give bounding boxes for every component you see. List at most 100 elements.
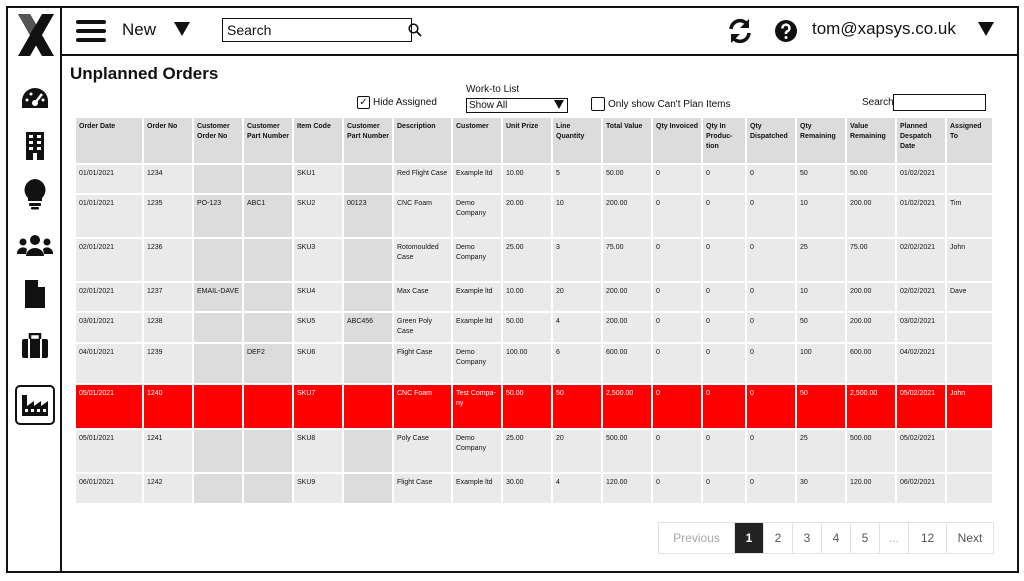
selected-row-cell[interactable] [244,385,292,428]
table-cell[interactable]: Example ltd [453,474,501,503]
table-cell[interactable]: 01/01/2021 [76,165,142,193]
table-cell[interactable]: SKU8 [294,430,342,472]
building-icon[interactable] [15,126,55,166]
table-cell[interactable]: 100 [797,344,845,383]
table-cell[interactable] [244,165,292,193]
table-cell[interactable]: 0 [653,313,701,342]
table-cell[interactable]: 1238 [144,313,192,342]
table-cell[interactable]: 0 [703,344,745,383]
table-cell[interactable]: 1234 [144,165,192,193]
table-cell[interactable]: SKU9 [294,474,342,503]
table-cell[interactable]: 03/02/2021 [897,313,945,342]
table-cell[interactable]: 0 [653,474,701,503]
table-cell[interactable]: 50 [797,313,845,342]
team-icon[interactable] [15,226,55,266]
table-cell[interactable]: 50.00 [603,165,651,193]
page-button[interactable]: 2 [764,523,793,553]
new-button[interactable]: New [122,20,157,39]
table-cell[interactable]: 600.00 [847,344,895,383]
table-cell[interactable]: 25.00 [503,239,551,281]
table-cell[interactable] [244,313,292,342]
table-cell[interactable]: 120.00 [603,474,651,503]
page-button[interactable]: 12 [909,523,947,553]
table-cell[interactable]: 200.00 [603,283,651,311]
table-cell[interactable] [194,239,242,281]
table-cell[interactable] [947,474,992,503]
table-cell[interactable]: 0 [747,239,795,281]
table-cell[interactable]: 25.00 [503,430,551,472]
column-header[interactable]: Customer Part Number [344,118,392,163]
table-cell[interactable]: SKU6 [294,344,342,383]
column-header[interactable]: Unit Prize [503,118,551,163]
table-cell[interactable]: ABC456 [344,313,392,342]
table-cell[interactable]: Demo Company [453,430,501,472]
table-cell[interactable]: 6 [553,344,601,383]
table-cell[interactable] [194,474,242,503]
column-header[interactable]: Line Quantity [553,118,601,163]
table-cell[interactable]: 0 [653,283,701,311]
table-cell[interactable]: 20.00 [503,195,551,237]
selected-row-cell[interactable]: 0 [703,385,745,428]
table-cell[interactable] [244,430,292,472]
table-cell[interactable]: Red Flight Case [394,165,451,193]
table-cell[interactable]: 50.00 [503,313,551,342]
table-cell[interactable]: 0 [747,430,795,472]
table-cell[interactable]: 50 [797,165,845,193]
table-cell[interactable]: 20 [553,430,601,472]
column-header[interactable]: Assigned To [947,118,992,163]
table-cell[interactable]: 0 [703,195,745,237]
table-cell[interactable]: Demo Company [453,195,501,237]
table-cell[interactable] [344,474,392,503]
table-cell[interactable]: 00123 [344,195,392,237]
table-cell[interactable]: 0 [653,344,701,383]
table-cell[interactable]: Demo Company [453,344,501,383]
column-header[interactable]: Customer Order No [194,118,242,163]
table-cell[interactable]: 01/02/2021 [897,195,945,237]
help-icon[interactable] [775,20,797,47]
table-cell[interactable]: 0 [747,344,795,383]
table-cell[interactable]: Poly Case [394,430,451,472]
table-cell[interactable]: Dave [947,283,992,311]
table-cell[interactable] [344,430,392,472]
table-cell[interactable]: 5 [553,165,601,193]
table-cell[interactable]: 0 [653,430,701,472]
column-header[interactable]: Customer [453,118,501,163]
selected-row-cell[interactable]: 05/02/2021 [897,385,945,428]
table-cell[interactable]: 120.00 [847,474,895,503]
table-cell[interactable] [344,165,392,193]
table-cell[interactable]: 200.00 [847,195,895,237]
table-cell[interactable]: 0 [653,165,701,193]
table-cell[interactable]: 1235 [144,195,192,237]
table-cell[interactable]: SKU1 [294,165,342,193]
work-to-list-select[interactable]: Show All [466,98,568,113]
table-cell[interactable]: 1241 [144,430,192,472]
table-cell[interactable]: 1236 [144,239,192,281]
table-cell[interactable]: 4 [553,313,601,342]
table-cell[interactable]: 30 [797,474,845,503]
table-cell[interactable]: 10.00 [503,283,551,311]
selected-row-cell[interactable]: 50.00 [503,385,551,428]
table-cell[interactable]: 0 [747,195,795,237]
table-cell[interactable]: 25 [797,430,845,472]
column-header[interactable]: Qty Dispatched [747,118,795,163]
table-cell[interactable]: 01/01/2021 [76,195,142,237]
page-button[interactable]: 5 [851,523,880,553]
selected-row-cell[interactable] [194,385,242,428]
page-button[interactable]: 3 [793,523,822,553]
table-cell[interactable]: 0 [703,474,745,503]
selected-row-cell[interactable]: 1240 [144,385,192,428]
menu-icon[interactable] [76,20,106,42]
selected-row-cell[interactable]: 50 [553,385,601,428]
new-dropdown-icon[interactable] [174,22,190,41]
table-cell[interactable]: 1242 [144,474,192,503]
selected-row-cell[interactable]: 2,500.00 [847,385,895,428]
table-cell[interactable] [344,283,392,311]
table-cell[interactable]: 0 [703,283,745,311]
table-cell[interactable]: 0 [653,239,701,281]
table-cell[interactable] [947,165,992,193]
table-cell[interactable]: 0 [747,474,795,503]
table-cell[interactable]: Demo Company [453,239,501,281]
table-cell[interactable]: Example ltd [453,313,501,342]
table-cell[interactable]: 0 [703,239,745,281]
table-cell[interactable]: SKU2 [294,195,342,237]
